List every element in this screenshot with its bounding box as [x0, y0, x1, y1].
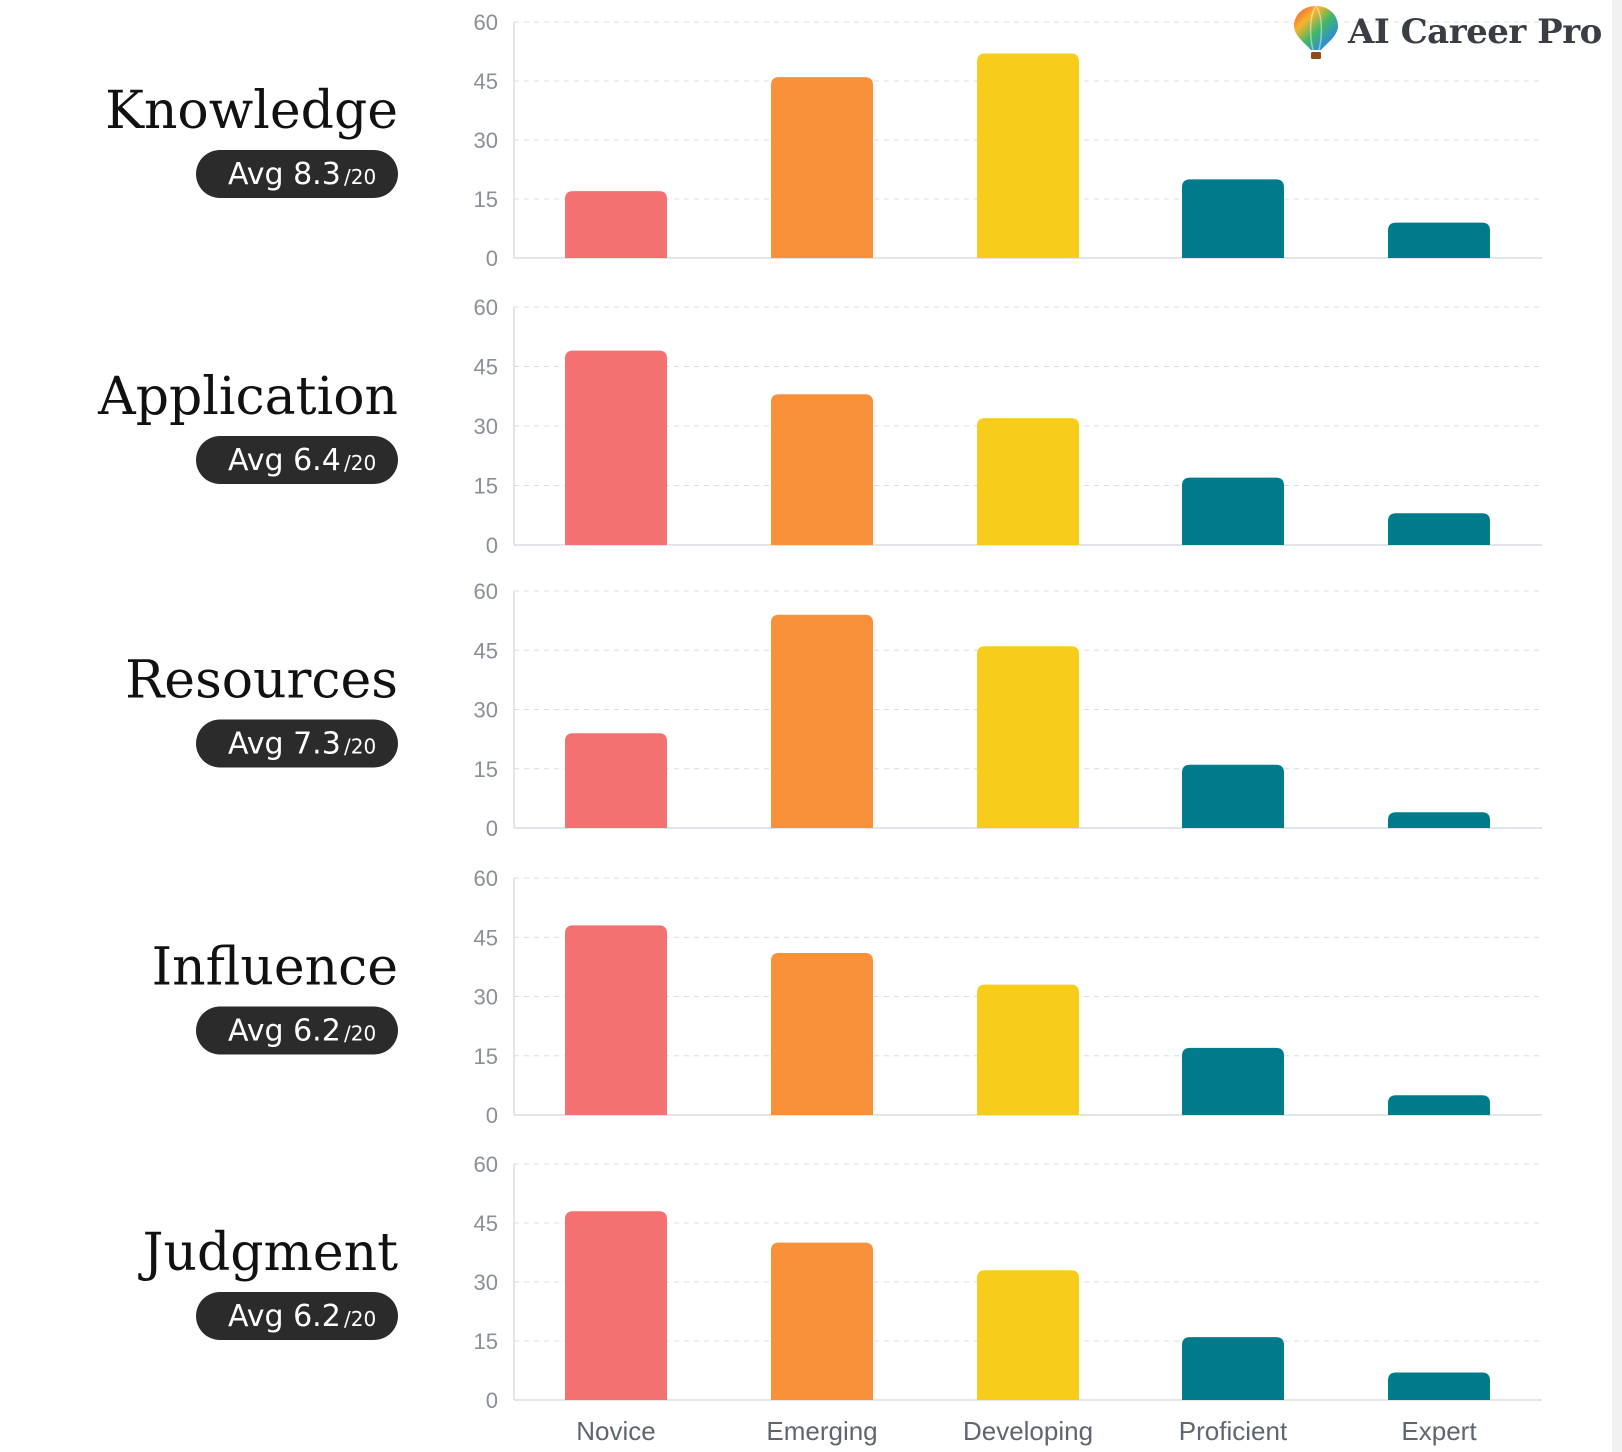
- chart-title: Influence: [152, 938, 398, 998]
- bar-proficient: [1182, 1337, 1284, 1400]
- x-tick-label: Expert: [1401, 1416, 1477, 1446]
- bar-expert: [1388, 222, 1490, 258]
- bar-developing: [977, 418, 1079, 545]
- y-tick-label: 0: [486, 533, 498, 558]
- hot-air-balloon-icon: [1294, 5, 1338, 59]
- y-tick-label: 0: [486, 1103, 498, 1128]
- bar-emerging: [771, 1242, 873, 1400]
- bar-developing: [977, 646, 1079, 828]
- y-tick-label: 0: [486, 1388, 498, 1413]
- avg-value: Avg 6.2: [228, 1014, 341, 1049]
- avg-badge: [196, 719, 398, 768]
- page-edge: [1612, 0, 1622, 1452]
- avg-suffix: /20: [344, 451, 376, 475]
- chart-title: Knowledge: [105, 81, 398, 141]
- bar-emerging: [771, 614, 873, 828]
- y-tick-label: 60: [474, 579, 498, 604]
- bar-developing: [977, 53, 1079, 258]
- y-tick-label: 30: [474, 985, 498, 1010]
- bar-proficient: [1182, 764, 1284, 828]
- bar-novice: [565, 191, 667, 258]
- bar-proficient: [1182, 1047, 1284, 1115]
- bar-expert: [1388, 812, 1490, 828]
- avg-badge: [196, 436, 398, 484]
- bar-novice: [565, 733, 667, 828]
- y-tick-label: 15: [474, 474, 498, 499]
- y-tick-label: 45: [474, 69, 498, 94]
- chart-title: Judgment: [138, 1223, 398, 1283]
- avg-badge: [196, 1292, 398, 1340]
- chart-title: Application: [97, 367, 398, 427]
- avg-suffix: /20: [344, 1022, 376, 1046]
- y-tick-label: 30: [474, 414, 498, 439]
- x-tick-label: Novice: [576, 1416, 655, 1446]
- bar-emerging: [771, 77, 873, 258]
- brand-name: AI Career Pro: [1348, 12, 1602, 52]
- avg-value: Avg 6.2: [228, 1299, 341, 1334]
- avg-badge: [196, 150, 398, 198]
- bar-developing: [977, 984, 1079, 1115]
- y-tick-label: 60: [474, 295, 498, 320]
- avg-value: Avg 7.3: [228, 727, 341, 762]
- bar-expert: [1388, 513, 1490, 545]
- x-tick-label: Developing: [963, 1416, 1093, 1446]
- bar-emerging: [771, 953, 873, 1115]
- y-tick-label: 30: [474, 698, 498, 723]
- bar-emerging: [771, 394, 873, 545]
- chart-title: Resources: [125, 651, 398, 711]
- bar-proficient: [1182, 477, 1284, 545]
- bar-novice: [565, 350, 667, 545]
- y-tick-label: 15: [474, 1329, 498, 1354]
- y-tick-label: 60: [474, 10, 498, 35]
- y-tick-label: 15: [474, 757, 498, 782]
- y-tick-label: 30: [474, 1270, 498, 1295]
- x-tick-label: Emerging: [766, 1416, 877, 1446]
- avg-suffix: /20: [344, 165, 376, 189]
- bar-proficient: [1182, 179, 1284, 258]
- x-tick-label: Proficient: [1179, 1416, 1288, 1446]
- bar-expert: [1388, 1372, 1490, 1400]
- avg-value: Avg 8.3: [228, 157, 341, 192]
- bar-expert: [1388, 1095, 1490, 1115]
- y-tick-label: 15: [474, 187, 498, 212]
- y-tick-label: 45: [474, 355, 498, 380]
- y-tick-label: 30: [474, 128, 498, 153]
- bar-developing: [977, 1270, 1079, 1400]
- y-tick-label: 45: [474, 638, 498, 663]
- bar-novice: [565, 1211, 667, 1400]
- y-tick-label: 0: [486, 816, 498, 841]
- y-tick-label: 60: [474, 1152, 498, 1177]
- y-tick-label: 60: [474, 866, 498, 891]
- y-tick-label: 15: [474, 1044, 498, 1069]
- avg-suffix: /20: [344, 735, 376, 759]
- y-tick-label: 0: [486, 246, 498, 271]
- y-tick-label: 45: [474, 1211, 498, 1236]
- brand: AI Career Pro: [1292, 4, 1602, 60]
- y-tick-label: 45: [474, 925, 498, 950]
- avg-value: Avg 6.4: [228, 443, 341, 478]
- bar-novice: [565, 925, 667, 1115]
- avg-suffix: /20: [344, 1307, 376, 1331]
- avg-badge: [196, 1006, 398, 1055]
